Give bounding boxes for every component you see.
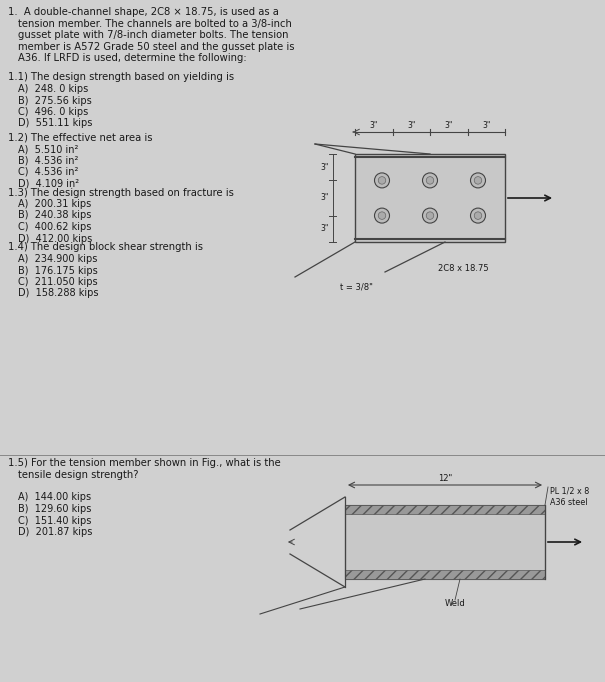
Text: A)  200.31 kips: A) 200.31 kips — [18, 199, 91, 209]
Text: B)  129.60 kips: B) 129.60 kips — [18, 504, 91, 514]
Text: A36 steel: A36 steel — [550, 498, 587, 507]
Text: 3": 3" — [407, 121, 416, 130]
Text: 3": 3" — [321, 163, 329, 172]
Text: 1.3) The design strength based on fracture is: 1.3) The design strength based on fractu… — [8, 188, 234, 198]
Text: 3": 3" — [321, 194, 329, 203]
Text: A)  234.900 kips: A) 234.900 kips — [18, 254, 97, 264]
Text: 1.5) For the tension member shown in Fig., what is the: 1.5) For the tension member shown in Fig… — [8, 458, 281, 468]
Text: 1.1) The design strength based on yielding is: 1.1) The design strength based on yieldi… — [8, 72, 234, 83]
Text: 3": 3" — [445, 121, 453, 130]
Text: B)  240.38 kips: B) 240.38 kips — [18, 211, 91, 220]
Text: C)  496. 0 kips: C) 496. 0 kips — [18, 107, 88, 117]
Text: 1.  A double-channel shape, 2C8 × 18.75, is used as a: 1. A double-channel shape, 2C8 × 18.75, … — [8, 7, 279, 17]
Text: B)  4.536 in²: B) 4.536 in² — [18, 155, 79, 166]
Text: 3": 3" — [370, 121, 378, 130]
Bar — [355, 154, 505, 242]
Text: B)  275.56 kips: B) 275.56 kips — [18, 95, 92, 106]
Text: tension member. The channels are bolted to a 3/8-inch: tension member. The channels are bolted … — [18, 18, 292, 29]
Text: D)  201.87 kips: D) 201.87 kips — [18, 527, 93, 537]
Circle shape — [474, 212, 482, 220]
Text: C)  4.536 in²: C) 4.536 in² — [18, 167, 79, 177]
Circle shape — [427, 212, 434, 220]
Text: Weld: Weld — [445, 599, 465, 608]
Text: tensile design strength?: tensile design strength? — [18, 469, 139, 479]
Circle shape — [471, 208, 485, 223]
Circle shape — [427, 177, 434, 184]
Text: member is A572 Grade 50 steel and the gusset plate is: member is A572 Grade 50 steel and the gu… — [18, 42, 295, 52]
Text: A)  248. 0 kips: A) 248. 0 kips — [18, 84, 88, 94]
Circle shape — [378, 177, 386, 184]
Text: A)  144.00 kips: A) 144.00 kips — [18, 492, 91, 503]
Text: 3": 3" — [321, 224, 329, 233]
Text: D)  412.00 kips: D) 412.00 kips — [18, 233, 92, 243]
Text: 1.2) The effective net area is: 1.2) The effective net area is — [8, 132, 152, 143]
Bar — [345, 505, 545, 514]
Text: 3": 3" — [482, 121, 491, 130]
Circle shape — [422, 173, 437, 188]
Text: D)  4.109 in²: D) 4.109 in² — [18, 179, 79, 188]
Circle shape — [422, 208, 437, 223]
Text: B)  176.175 kips: B) 176.175 kips — [18, 265, 98, 276]
Circle shape — [378, 212, 386, 220]
Text: PL 1/2 x 8: PL 1/2 x 8 — [550, 487, 589, 496]
Circle shape — [374, 208, 390, 223]
Bar — [345, 505, 545, 579]
Circle shape — [471, 173, 485, 188]
Text: 2C8 x 18.75: 2C8 x 18.75 — [437, 264, 488, 273]
Text: C)  151.40 kips: C) 151.40 kips — [18, 516, 91, 526]
Text: gusset plate with 7/8-inch diameter bolts. The tension: gusset plate with 7/8-inch diameter bolt… — [18, 30, 289, 40]
Text: C)  400.62 kips: C) 400.62 kips — [18, 222, 91, 232]
Text: C)  211.050 kips: C) 211.050 kips — [18, 277, 97, 287]
Circle shape — [374, 173, 390, 188]
Text: t = 3/8": t = 3/8" — [340, 282, 373, 291]
Text: 12": 12" — [438, 474, 452, 483]
Text: A)  5.510 in²: A) 5.510 in² — [18, 144, 79, 154]
Text: A36. If LRFD is used, determine the following:: A36. If LRFD is used, determine the foll… — [18, 53, 247, 63]
Bar — [345, 570, 545, 579]
Text: D)  158.288 kips: D) 158.288 kips — [18, 288, 99, 299]
Text: 1.4) The design block shear strength is: 1.4) The design block shear strength is — [8, 243, 203, 252]
Circle shape — [474, 177, 482, 184]
Text: D)  551.11 kips: D) 551.11 kips — [18, 119, 93, 128]
